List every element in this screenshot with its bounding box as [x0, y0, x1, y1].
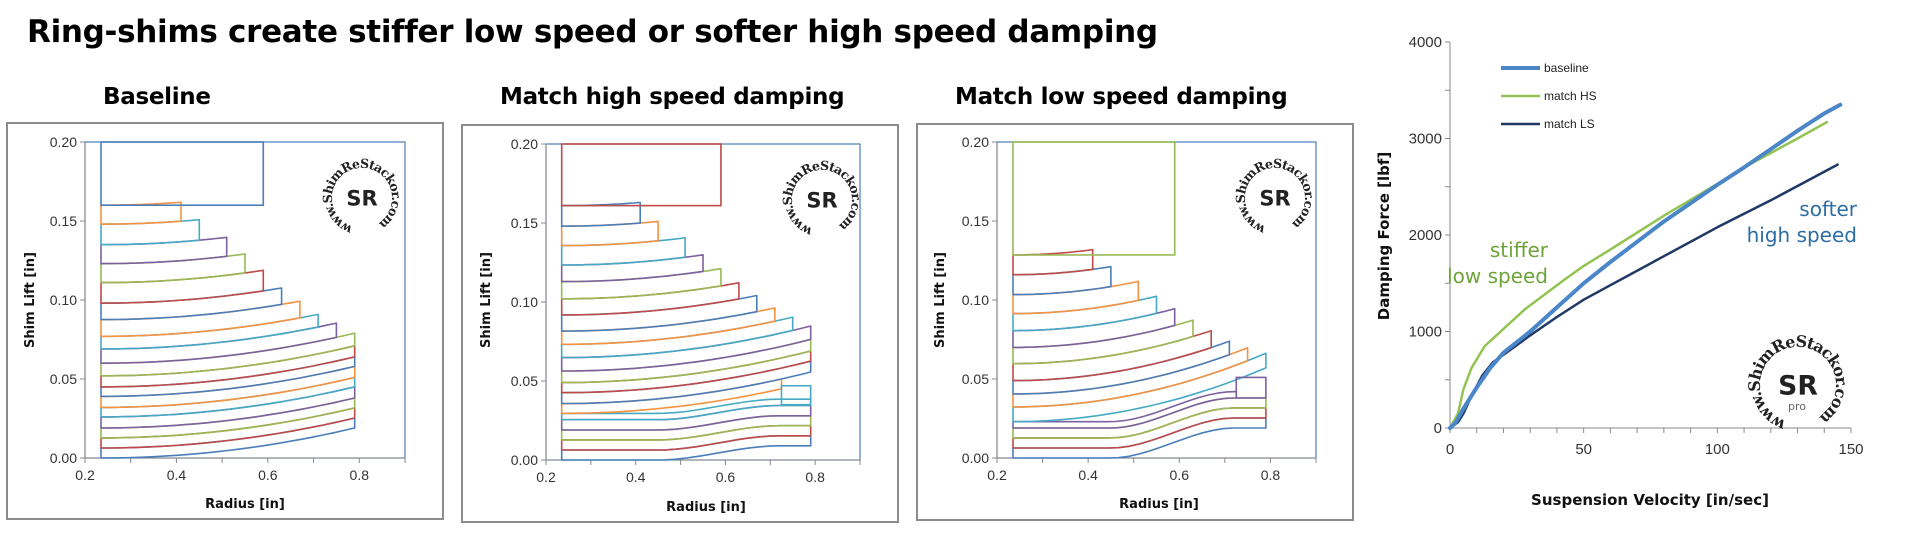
ring-shim: [780, 384, 812, 406]
y-axis-label: Shim Lift [in]: [23, 252, 38, 348]
x-tick-label: 150: [1838, 441, 1863, 458]
x-tick-label: 0.4: [1078, 467, 1098, 483]
legend-label-baseline: baseline: [1544, 61, 1589, 75]
y-tick-label: 0.10: [511, 294, 538, 310]
chart-frame: [916, 123, 1354, 521]
annotation-stiffer: stiffer: [1490, 238, 1549, 262]
y-tick-label: 0.00: [50, 450, 77, 466]
x-tick-label: 0.4: [167, 467, 187, 483]
y-tick-label: 1000: [1409, 324, 1442, 341]
logo-mark: SR: [806, 189, 837, 213]
clamp-shim: [560, 143, 722, 207]
x-tick-label: 0.2: [987, 467, 1007, 483]
y-tick-label: 0.10: [50, 292, 77, 308]
y-tick-label: 0.15: [50, 213, 77, 229]
series-line-baseline: [1448, 102, 1843, 430]
chart-title-match-high-speed: Match high speed damping: [500, 84, 845, 110]
legend-label-match-hs: match HS: [1544, 89, 1597, 103]
y-tick-label: 0.05: [511, 373, 538, 389]
logo-mark: SR: [346, 187, 377, 211]
y-tick-label: 0.00: [962, 450, 989, 466]
y-tick-label: 0.10: [962, 292, 989, 308]
annotation-low-speed: low speed: [1447, 264, 1548, 288]
chart-match-high-speed: Radius [in] Shim Lift [in] 0.00 0.05 0.10 0…: [461, 124, 899, 523]
x-axis-label: Suspension Velocity [in/sec]: [1531, 491, 1769, 509]
x-axis-label: Radius [in]: [1119, 497, 1199, 512]
y-tick-label: 3000: [1409, 131, 1442, 148]
annotation-high-speed: high speed: [1747, 223, 1857, 247]
legend-label-match-ls: match LS: [1544, 117, 1595, 131]
x-tick-label: 0: [1446, 441, 1454, 458]
y-tick-label: 0.05: [50, 371, 77, 387]
x-tick-label: 0.6: [716, 469, 736, 485]
x-tick-label: 100: [1705, 441, 1730, 458]
y-axis-label: Shim Lift [in]: [933, 252, 948, 348]
damping-plot: 0 1000 2000 3000 4000 0 50 100 150 www.ShimReStac…: [1409, 34, 1864, 458]
clamp-shim: [100, 141, 265, 207]
chart-title-baseline: Baseline: [103, 84, 211, 110]
y-tick-label: 0.20: [511, 136, 538, 152]
page-title: Ring-shims create stiffer low speed or s…: [27, 14, 1158, 50]
chart-match-low-speed: Radius [in] Shim Lift [in] 0.00 0.05 0.10 0…: [916, 123, 1354, 521]
y-tick-label: 0: [1434, 420, 1442, 437]
x-tick-label: 0.6: [258, 467, 278, 483]
x-axis-label: Radius [in]: [666, 500, 746, 515]
x-tick-label: 0.8: [350, 467, 370, 483]
y-axis-label: Shim Lift [in]: [479, 252, 494, 348]
y-tick-label: 0.20: [50, 134, 77, 150]
chart-damping-force: 0 1000 2000 3000 4000 0 50 100 150 www.ShimReStac…: [1375, 34, 1864, 509]
shim-plot: 0.000.050.100.150.200.2 0.4 0.6 0.8www.Shim…: [962, 134, 1317, 483]
ring-shim: [1235, 376, 1267, 399]
x-tick-label: 50: [1575, 441, 1592, 458]
annotation-softer: softer: [1799, 197, 1857, 221]
y-tick-label: 0.00: [511, 452, 538, 468]
shim-plot: 0.000.050.100.150.200.2 0.4 0.6 0.8www.Shim…: [511, 136, 864, 485]
logo-mark: SR: [1778, 371, 1818, 402]
chart-frame: [6, 122, 444, 520]
clamp-shim: [1012, 141, 1176, 256]
x-tick-label: 0.4: [626, 469, 646, 485]
x-tick-label: 0.8: [805, 469, 825, 485]
legend: baseline match HS match LS: [1501, 61, 1597, 131]
y-tick-label: 4000: [1409, 34, 1442, 51]
y-tick-label: 0.20: [962, 134, 989, 150]
x-tick-label: 0.2: [536, 469, 556, 485]
y-tick-label: 0.15: [511, 215, 538, 231]
y-tick-label: 0.15: [962, 213, 989, 229]
x-axis-label: Radius [in]: [205, 497, 285, 512]
logo-pro: pro: [1788, 400, 1806, 413]
x-tick-label: 0.8: [1261, 467, 1281, 483]
chart-title-match-low-speed: Match low speed damping: [955, 84, 1288, 110]
y-tick-label: 0.05: [962, 371, 989, 387]
x-tick-label: 0.2: [75, 467, 95, 483]
y-tick-label: 2000: [1409, 227, 1442, 244]
y-axis-label: Damping Force [lbf]: [1375, 152, 1393, 320]
logo-mark: SR: [1259, 187, 1290, 211]
x-tick-label: 0.6: [1170, 467, 1190, 483]
chart-baseline: Radius [in] Shim Lift [in] 0.00 0.05 0.10 0…: [6, 122, 444, 520]
